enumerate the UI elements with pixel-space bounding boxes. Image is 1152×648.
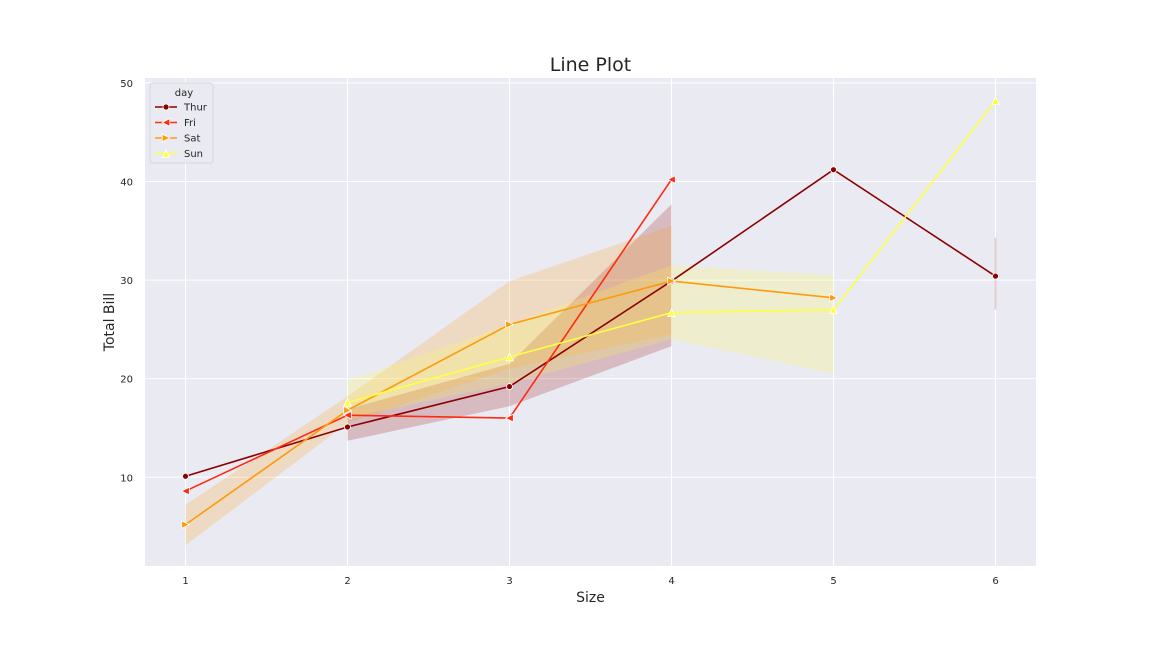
chart-title: Line Plot xyxy=(550,54,631,76)
point-fri xyxy=(666,175,676,184)
point-sat xyxy=(181,520,191,530)
ci-band-sun xyxy=(347,265,834,419)
point-fri xyxy=(504,413,514,423)
series-markers xyxy=(180,95,1000,530)
legend-marker xyxy=(161,133,171,143)
legend-item-fri: Fri xyxy=(155,118,196,129)
line-fri xyxy=(185,179,673,492)
point-sun xyxy=(343,397,352,407)
y-tick-label: 30 xyxy=(120,276,133,287)
x-tick-label: 1 xyxy=(182,576,188,587)
point-sun xyxy=(505,352,514,362)
line-thur xyxy=(185,168,996,478)
y-tick-label: 50 xyxy=(120,79,133,90)
legend-box xyxy=(149,82,214,164)
legend-items: Thur Fri Sat Sun xyxy=(155,103,208,160)
point-thur xyxy=(182,472,189,480)
legend-title: day xyxy=(175,88,193,99)
ci-band-sat xyxy=(185,225,672,546)
y-tick-label: 10 xyxy=(120,473,133,484)
legend-marker xyxy=(161,148,171,158)
y-tick-label: 20 xyxy=(120,375,133,386)
plot-area xyxy=(145,78,1036,566)
x-tick-label: 2 xyxy=(344,576,350,587)
point-sat xyxy=(505,320,515,329)
point-thur xyxy=(830,166,837,174)
x-tick-label: 5 xyxy=(830,576,836,587)
y-axis-label: Total Bill xyxy=(102,293,118,352)
point-sun xyxy=(991,95,1000,105)
x-tick-label: 4 xyxy=(668,576,674,587)
point-sat xyxy=(829,293,839,303)
point-thur xyxy=(506,383,513,390)
x-axis-label: Size xyxy=(576,590,605,606)
legend-item-sat: Sat xyxy=(155,134,200,145)
point-fri xyxy=(342,410,352,420)
point-sun xyxy=(829,304,838,314)
legend-item-sun: Sun xyxy=(155,148,203,160)
x-tick-label: 6 xyxy=(992,576,998,587)
x-tick-label: 3 xyxy=(506,576,512,587)
legend-item-thur: Thur xyxy=(155,103,208,114)
point-fri xyxy=(180,486,190,496)
legend-marker xyxy=(161,118,171,127)
legend-label: Sat xyxy=(184,134,200,145)
point-thur xyxy=(992,272,999,280)
y-tick-label: 40 xyxy=(120,178,133,189)
legend-label: Sun xyxy=(184,149,203,160)
grid-lines xyxy=(145,78,1036,566)
point-sun xyxy=(667,307,676,317)
legend-label: Thur xyxy=(183,103,208,114)
legend-marker xyxy=(162,103,170,111)
point-thur xyxy=(344,423,351,431)
legend-label: Fri xyxy=(184,118,196,129)
point-sat xyxy=(343,405,353,415)
point-sat xyxy=(667,276,677,286)
legend: day Thur Fri Sat Sun xyxy=(149,82,214,164)
tick-labels: 1 2 3 4 5 6 10 20 30 40 50 xyxy=(120,79,998,587)
